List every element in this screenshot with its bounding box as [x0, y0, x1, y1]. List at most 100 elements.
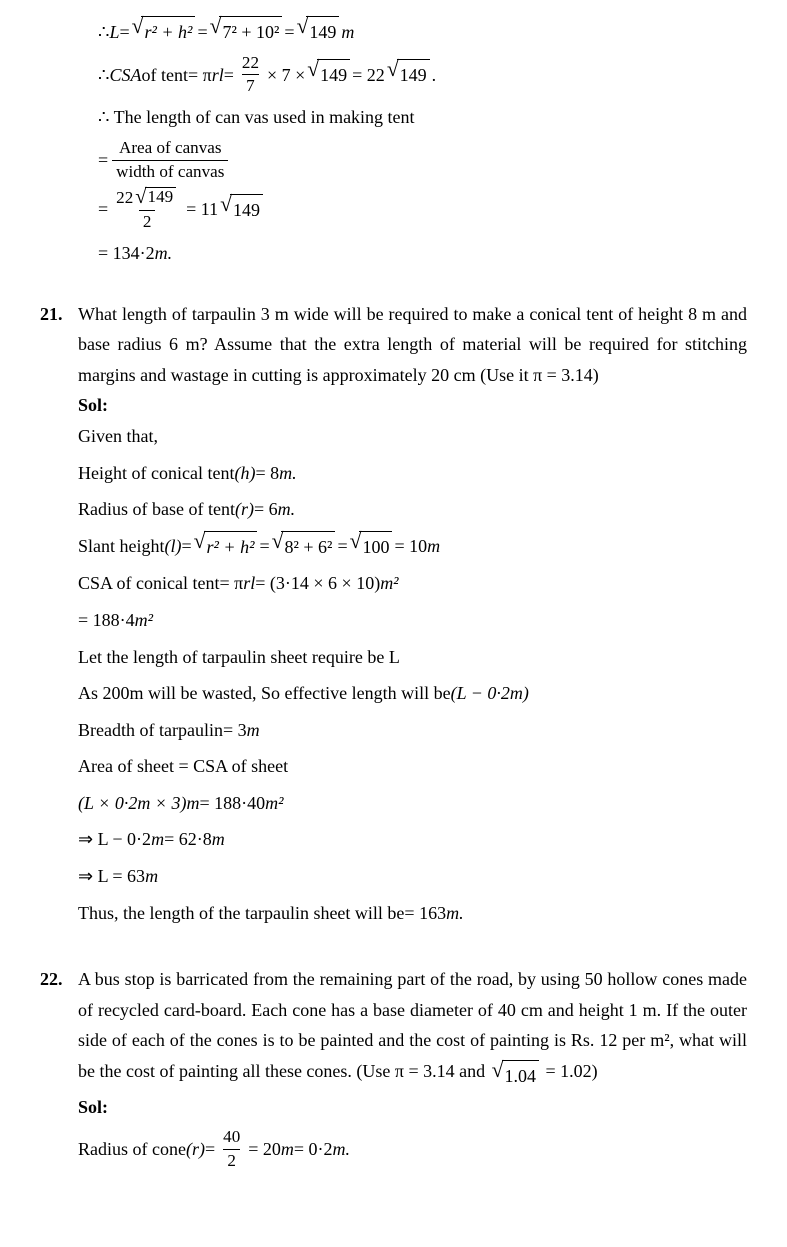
variable: (h) — [234, 458, 255, 489]
text: ⇒ L = 63 — [78, 861, 145, 892]
math-line: = 188·4 m² — [78, 605, 747, 636]
text: = π — [188, 60, 212, 91]
text: ∴ — [98, 60, 109, 91]
sqrt-icon: √149 — [387, 59, 430, 91]
unit: m. — [278, 494, 296, 525]
problem-number: 22. — [40, 964, 78, 1177]
text: = 22 — [352, 60, 385, 91]
text: = — [337, 531, 347, 562]
problem-content: A bus stop is barricated from the remain… — [78, 964, 747, 1177]
fraction: 22√149 2 — [112, 187, 182, 232]
math-line: = 22√149 2 = 11 √149 — [98, 187, 747, 232]
text: ∴ The length of can vas used in making t… — [98, 102, 415, 133]
text: Radius of cone — [78, 1134, 186, 1165]
problem-21: 21. What length of tarpaulin 3 m wide wi… — [40, 299, 747, 935]
text-line: Let the length of tarpaulin sheet requir… — [78, 642, 747, 673]
text: = — [284, 17, 294, 48]
math-line: ⇒ L − 0·2 m = 62·8 m — [78, 824, 747, 855]
text: × 7 × — [267, 60, 305, 91]
unit: m — [212, 824, 225, 855]
unit: m — [247, 715, 260, 746]
denominator: 7 — [242, 74, 259, 96]
numerator: 22√149 — [112, 187, 182, 210]
math-line: ⇒ L = 63 m — [78, 861, 747, 892]
sqrt-content: 100 — [359, 531, 392, 563]
unit: m — [427, 531, 440, 562]
solution-20-continued: ∴ L = √r² + h² = √7² + 10² = √149 m ∴ CS… — [98, 16, 747, 269]
sqrt-icon: √7² + 10² — [210, 16, 283, 48]
variable: (l) — [165, 531, 182, 562]
unit: m — [145, 861, 158, 892]
text: = 20 — [248, 1134, 281, 1165]
text: of tent — [141, 60, 188, 91]
text: = — [259, 531, 269, 562]
text: Breadth of tarpaulin — [78, 715, 223, 746]
text: ∴ — [98, 17, 109, 48]
expression: (L × 0·2m × 3) — [78, 788, 186, 819]
text: = 188·4 — [78, 605, 135, 636]
text: = 188·40 — [199, 788, 265, 819]
unit: m — [341, 17, 354, 48]
sqrt-icon: √149 — [307, 59, 350, 91]
sqrt-content: 8² + 6² — [281, 531, 335, 563]
text: = — [182, 531, 192, 562]
text: CSA — [109, 60, 141, 91]
text: Thus, the length of the tarpaulin sheet … — [78, 898, 404, 929]
text: = 11 — [186, 194, 218, 225]
sol-label: Sol: — [78, 390, 747, 421]
math-line: (L × 0·2m × 3) m = 188·40 m² — [78, 788, 747, 819]
fraction: 40 2 — [219, 1128, 244, 1171]
sqrt-content: 149 — [397, 59, 430, 91]
math-line: Slant height (l) = √r² + h² = √8² + 6² =… — [78, 531, 747, 563]
text: = 134·2 — [98, 238, 155, 269]
text: ⇒ L − 0·2 — [78, 824, 151, 855]
math-line: ∴ L = √r² + h² = √7² + 10² = √149 m — [98, 16, 747, 48]
text: = 0·2 — [294, 1134, 333, 1165]
sqrt-icon: √149 — [297, 16, 340, 48]
text-line: ∴ The length of can vas used in making t… — [98, 102, 747, 133]
sqrt-content: 1.04 — [502, 1060, 540, 1092]
text: = — [98, 145, 108, 176]
variable: rl — [243, 568, 255, 599]
sqrt-content: 149 — [306, 16, 339, 48]
numerator: Area of canvas — [115, 139, 226, 160]
text: = 8 — [255, 458, 279, 489]
math-line: Thus, the length of the tarpaulin sheet … — [78, 898, 747, 929]
problem-number: 21. — [40, 299, 78, 935]
variable: (r) — [186, 1134, 205, 1165]
denominator: width of canvas — [112, 160, 228, 182]
text-line: Given that, — [78, 421, 747, 452]
fraction: 22 7 — [238, 54, 263, 97]
text: Height of conical tent — [78, 458, 234, 489]
question-text: A bus stop is barricated from the remain… — [78, 964, 747, 1091]
sqrt-icon: √8² + 6² — [272, 531, 336, 563]
expression: (L − 0·2m) — [451, 678, 529, 709]
unit: m — [186, 788, 199, 819]
text: . — [432, 60, 437, 91]
text: 22 — [116, 188, 133, 207]
sqrt-content: 149 — [145, 187, 177, 207]
unit: m — [151, 824, 164, 855]
sqrt-content: 149 — [230, 194, 263, 226]
text: = — [98, 194, 108, 225]
sqrt-icon: √r² + h² — [194, 531, 258, 563]
text: = 62·8 — [164, 824, 212, 855]
sqrt-content: 7² + 10² — [219, 16, 282, 48]
text: = (3·14 × 6 × 10) — [255, 568, 380, 599]
unit: m. — [446, 898, 464, 929]
sol-label: Sol: — [78, 1092, 747, 1123]
text: = — [197, 17, 207, 48]
numerator: 22 — [238, 54, 263, 75]
math-line: Breadth of tarpaulin = 3 m — [78, 715, 747, 746]
sqrt-content: r² + h² — [207, 537, 255, 557]
text: Slant height — [78, 531, 165, 562]
sqrt-icon: √149 — [135, 187, 176, 208]
text: = — [119, 17, 129, 48]
text: Radius of base of tent — [78, 494, 235, 525]
text: = π — [219, 568, 243, 599]
math-line: ∴ CSA of tent = π rl = 22 7 × 7 × √149 =… — [98, 54, 747, 97]
sqrt-icon: √100 — [350, 531, 393, 563]
text: = 163 — [404, 898, 446, 929]
math-line: As 200m will be wasted, So effective len… — [78, 678, 747, 709]
text: A bus stop is barricated from the remain… — [78, 969, 747, 1081]
